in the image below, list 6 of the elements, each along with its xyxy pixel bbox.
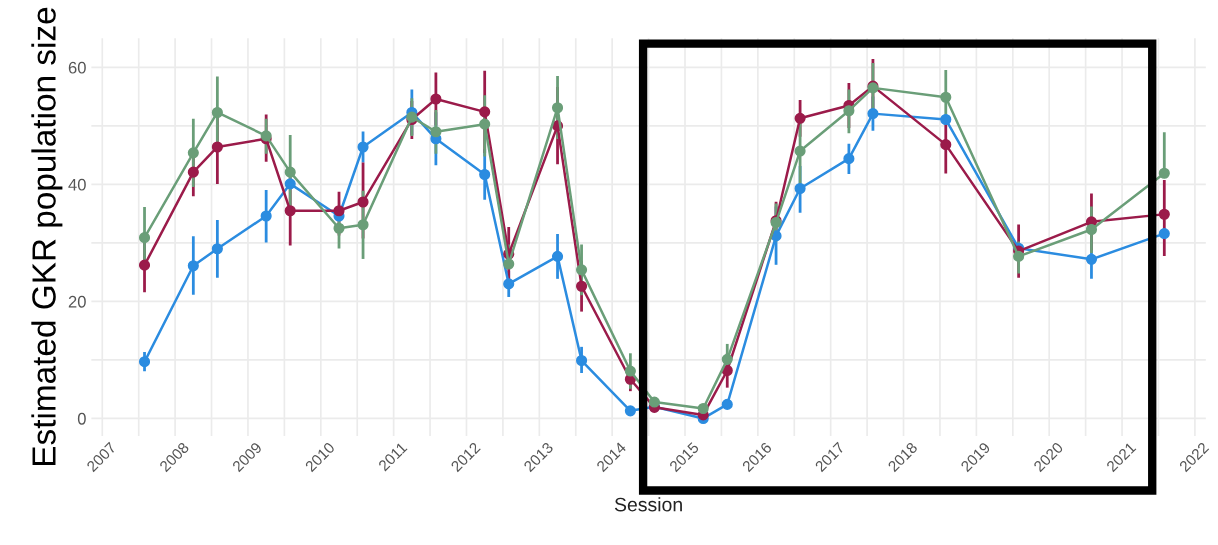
y-axis-title: Estimated GKR population size bbox=[31, 7, 63, 465]
x-axis-title: Session bbox=[614, 497, 682, 512]
y-tick-label: 60 bbox=[68, 61, 86, 74]
y-tick-label: 40 bbox=[68, 178, 86, 191]
y-tick-label: 20 bbox=[68, 295, 86, 308]
y-tick-label: 0 bbox=[77, 412, 86, 425]
